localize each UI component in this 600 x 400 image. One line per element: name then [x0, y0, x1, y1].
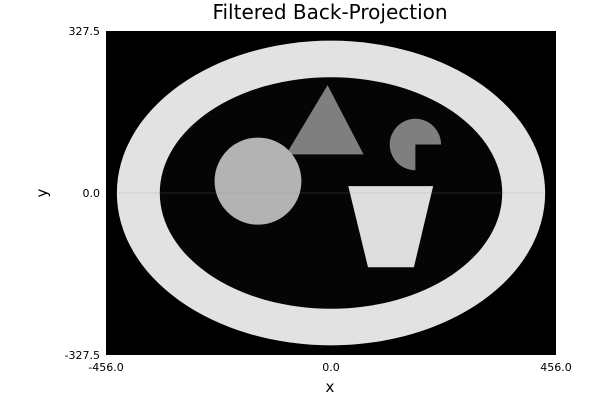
x-tick-label: 0.0 [322, 361, 340, 374]
phantom-image [116, 40, 546, 346]
x-axis-label: x [326, 378, 335, 396]
x-axis-ticks: -456.0 0.0 456.0 [88, 361, 571, 374]
disk-shape [214, 137, 302, 225]
x-tick-label: 456.0 [540, 361, 572, 374]
y-tick-label: 0.0 [83, 187, 101, 200]
trapezoid-shape [348, 186, 434, 268]
plot-area [106, 31, 556, 355]
y-axis-label: y [33, 188, 51, 197]
y-tick-label: -327.5 [65, 349, 100, 362]
chart-title: Filtered Back-Projection [212, 0, 447, 24]
x-tick-label: -456.0 [88, 361, 123, 374]
pacman-shape [389, 118, 442, 171]
triangle-shape [286, 85, 364, 155]
y-tick-label: 327.5 [69, 25, 101, 38]
y-axis-ticks: 327.5 0.0 -327.5 [65, 25, 100, 362]
